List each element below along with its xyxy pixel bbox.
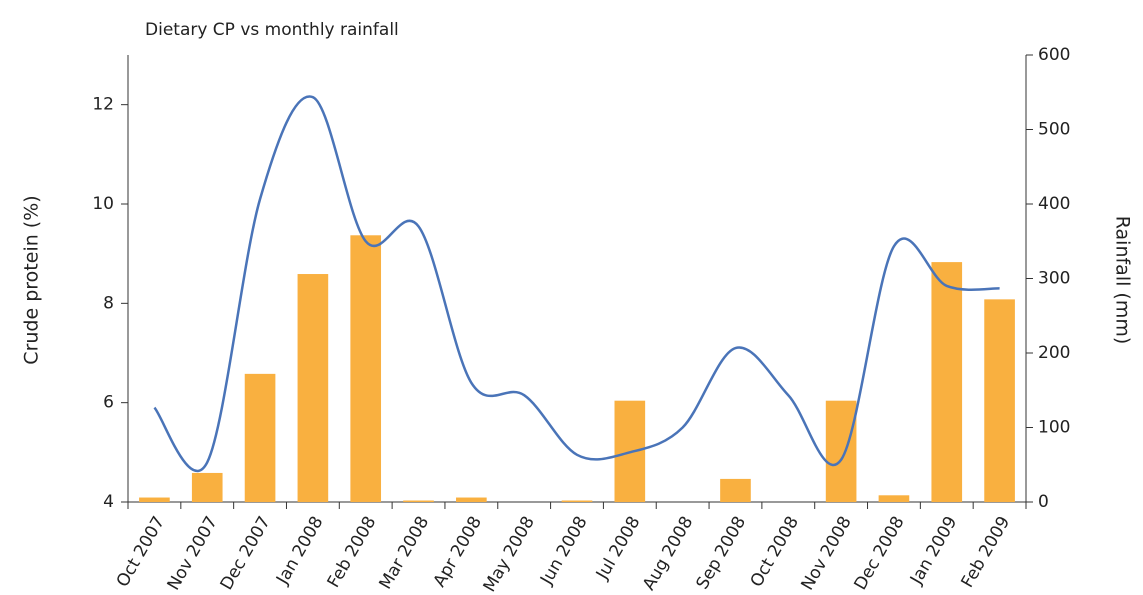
x-tick-label: Jan 2009 [906,513,961,589]
bar [139,497,170,502]
y-tick-label: 10 [92,194,114,214]
x-tick-label: Jun 2008 [536,513,591,589]
y-axis-label: Crude protein (%) [21,195,43,364]
y2-tick-label: 600 [1038,45,1070,65]
bar [350,235,382,503]
y2-tick-label: 100 [1038,418,1070,438]
x-tick-label: May 2008 [480,513,539,595]
x-tick-label: Feb 2009 [958,513,1015,591]
bar [878,495,910,502]
bar [297,274,329,502]
bar [720,478,751,502]
x-tick-label: Nov 2008 [798,513,856,594]
y2-tick-label: 500 [1038,120,1070,140]
bar [191,472,223,502]
x-tick-label: Sep 2008 [692,513,750,593]
x-tick-label: Oct 2007 [113,513,169,591]
y2-tick-label: 300 [1038,269,1070,289]
x-tick-label: Oct 2008 [747,513,803,591]
line [153,95,1000,473]
y2-axis-label: Rainfall (mm) [1112,216,1134,345]
x-tick-label: Apr 2008 [430,513,486,591]
bar [403,500,434,502]
bar [984,299,1015,502]
x-tick-label: Dec 2008 [850,513,908,594]
x-tick-label: Jul 2008 [592,513,644,584]
x-tick-label: Feb 2008 [324,513,381,591]
bar [825,400,857,502]
y-tick-label: 8 [103,293,114,313]
bar [561,500,593,502]
y2-tick-label: 0 [1038,492,1049,512]
bar [931,262,963,502]
x-tick-label: Jan 2008 [272,513,327,589]
y-tick-label: 12 [92,95,114,115]
y-tick-label: 4 [103,492,114,512]
x-tick-label: Nov 2007 [164,513,222,594]
x-tick-label: Aug 2008 [639,513,697,594]
x-tick-label: Dec 2007 [217,513,275,594]
x-tick-label: Mar 2008 [375,513,433,593]
chart-title: Dietary CP vs monthly rainfall [145,20,399,40]
y2-tick-label: 200 [1038,343,1070,363]
y2-tick-label: 400 [1038,194,1070,214]
y-tick-label: 6 [103,393,114,413]
bar [456,497,487,502]
bar [244,373,276,502]
